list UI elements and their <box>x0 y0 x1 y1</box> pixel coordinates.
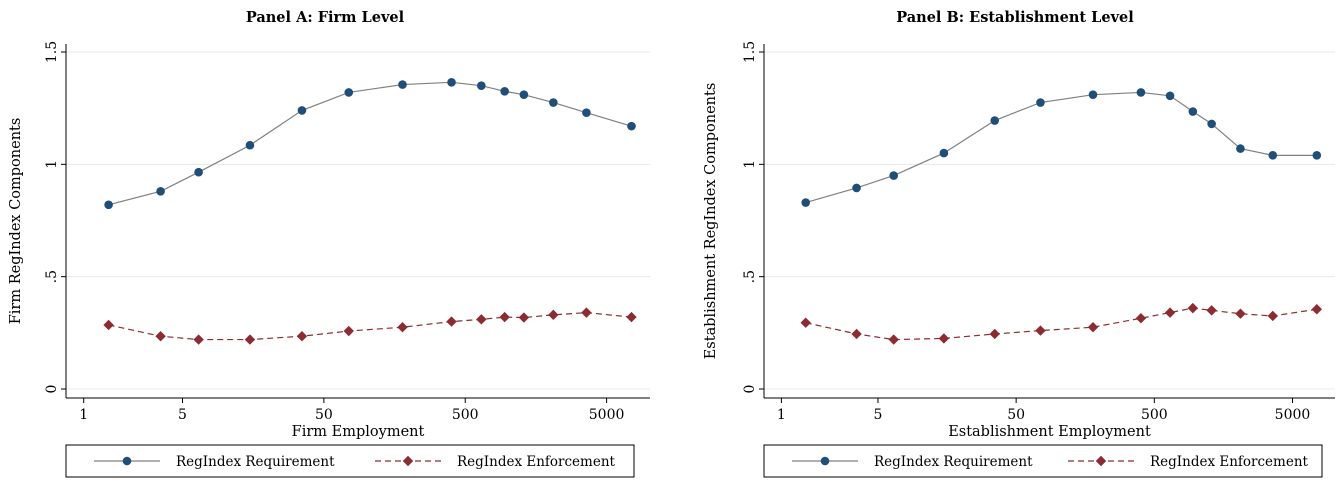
requirement-point <box>889 171 899 180</box>
legend-requirement-marker <box>122 456 132 466</box>
x-axis-label: Firm Employment <box>292 424 425 440</box>
enforcement-point <box>476 314 487 325</box>
y-tick-label: 1.5 <box>742 41 758 63</box>
requirement-point <box>500 87 509 96</box>
requirement-point <box>398 80 407 89</box>
y-axis-label: Establishment RegIndex Components <box>703 83 719 360</box>
enforcement-point <box>518 312 530 323</box>
enforcement-point <box>800 317 811 328</box>
enforcement-point <box>499 311 510 323</box>
requirement-point <box>104 200 113 210</box>
requirement-point <box>447 78 456 87</box>
y-tick-label: 1 <box>742 160 758 169</box>
y-tick-label: .5 <box>44 270 60 283</box>
enforcement-point <box>1135 313 1147 324</box>
enforcement-point <box>1087 322 1099 333</box>
legend: RegIndex Requirement RegIndex Enforcement <box>763 444 1323 478</box>
enforcement-point <box>938 333 950 344</box>
requirement-series-line <box>108 81 632 206</box>
enforcement-point <box>888 334 899 345</box>
y-tick-label: 1.5 <box>44 41 60 63</box>
x-tick-label: 50 <box>315 407 333 423</box>
legend-enforcement-label: RegIndex Enforcement <box>1150 454 1309 470</box>
requirement-point <box>549 98 558 107</box>
enforcement-point <box>548 309 559 321</box>
y-axis-label: Firm RegIndex Components <box>8 118 24 325</box>
requirement-point <box>1136 88 1146 97</box>
y-tick-label: .5 <box>742 270 758 283</box>
requirement-point <box>1188 107 1198 116</box>
enforcement-point <box>1206 305 1217 316</box>
x-tick-label: 1 <box>79 407 88 423</box>
requirement-point <box>1312 151 1322 160</box>
enforcement-point <box>989 328 1000 340</box>
requirement-point <box>156 186 165 196</box>
y-tick-label: 0 <box>742 385 758 394</box>
requirement-point <box>801 198 811 207</box>
requirement-point <box>1165 91 1175 101</box>
enforcement-point <box>193 334 204 345</box>
enforcement-point <box>155 331 166 342</box>
enforcement-point <box>244 334 256 345</box>
requirement-point <box>582 108 591 117</box>
enforcement-point <box>296 331 308 342</box>
x-tick-label: 5 <box>874 407 883 423</box>
legend-requirement-label: RegIndex Requirement <box>176 454 335 470</box>
requirement-point <box>627 121 636 131</box>
y-tick-label: 1 <box>44 160 60 169</box>
enforcement-point <box>446 316 457 327</box>
enforcement-point <box>103 319 114 331</box>
requirement-point <box>1236 144 1245 153</box>
panel-a: Panel A: Firm Level 0 .5 1 1.5 1 5 50 500 5000 Fir… <box>8 9 650 478</box>
enforcement-point <box>581 307 592 318</box>
requirement-series-line <box>805 91 1317 204</box>
x-tick-label: 5 <box>178 407 187 423</box>
requirement-point <box>939 148 949 158</box>
legend-enforcement-label: RegIndex Enforcement <box>457 454 616 470</box>
x-tick-label: 5000 <box>1275 407 1311 423</box>
requirement-point <box>194 167 203 177</box>
panel-title: Panel A: Firm Level <box>246 9 405 26</box>
requirement-point <box>297 106 307 115</box>
requirement-point <box>477 81 486 90</box>
requirement-point <box>1088 90 1098 99</box>
legend-enforcement-marker <box>1095 455 1107 467</box>
requirement-point <box>1036 98 1045 107</box>
y-tick-label: 0 <box>44 385 60 394</box>
enforcement-series-line <box>805 307 1317 341</box>
x-tick-label: 500 <box>1141 407 1168 423</box>
requirement-point <box>990 116 1000 125</box>
requirement-point <box>1268 151 1278 160</box>
legend-requirement-label: RegIndex Requirement <box>874 454 1033 470</box>
legend-requirement-marker <box>820 456 830 466</box>
enforcement-point <box>1187 302 1199 314</box>
requirement-point <box>1207 119 1216 129</box>
requirement-point <box>519 90 529 99</box>
enforcement-series-line <box>108 312 632 341</box>
enforcement-point <box>1311 304 1323 315</box>
panel-b: Panel B: Establishment Level 0 .5 1 1.5 1 5 50 5… <box>703 9 1335 478</box>
requirement-point <box>344 88 354 97</box>
x-tick-label: 500 <box>452 407 479 423</box>
x-tick-label: 50 <box>1007 407 1025 423</box>
enforcement-point <box>1164 307 1176 318</box>
enforcement-point <box>343 325 354 337</box>
x-tick-label: 5000 <box>589 407 625 423</box>
x-axis-label: Establishment Employment <box>948 424 1151 440</box>
legend-box <box>65 444 635 478</box>
enforcement-point <box>1235 308 1246 319</box>
legend: RegIndex Requirement RegIndex Enforcement <box>65 444 635 478</box>
enforcement-point <box>1267 310 1278 322</box>
enforcement-point <box>1035 325 1046 336</box>
enforcement-point <box>626 311 637 323</box>
legend-enforcement-marker <box>402 455 414 467</box>
panel-title: Panel B: Establishment Level <box>896 9 1134 26</box>
enforcement-point <box>397 322 408 333</box>
requirement-point <box>245 140 255 150</box>
enforcement-point <box>851 328 862 340</box>
x-tick-label: 1 <box>777 407 786 423</box>
requirement-point <box>852 183 861 193</box>
